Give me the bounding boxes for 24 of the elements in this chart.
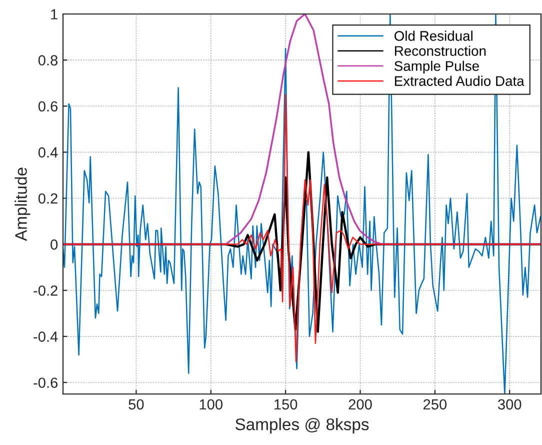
x-tick-label: 100: [200, 399, 222, 410]
y-axis-title: Amplitude: [14, 168, 30, 242]
legend-label: Extracted Audio Data: [394, 76, 524, 86]
line-series: [63, 14, 541, 394]
y-tick-label: -0.2: [34, 285, 58, 296]
line-series: [63, 151, 541, 333]
line-series: [63, 94, 541, 362]
legend-label: Old Residual: [394, 30, 472, 41]
x-axis-title: Samples @ 8ksps: [235, 418, 369, 434]
x-tick-label: 300: [498, 399, 522, 410]
y-tick-label: 1: [51, 9, 58, 20]
y-tick-label: 0.2: [38, 193, 58, 204]
y-tick-label: 0.4: [38, 147, 58, 158]
x-tick-label: 50: [128, 399, 144, 410]
x-tick-label: 200: [348, 399, 372, 410]
y-tick-label: 0: [50, 239, 58, 250]
y-tick-label: -0.4: [34, 332, 58, 342]
y-tick-label: 0.6: [38, 101, 58, 112]
legend-label: Sample Pulse: [394, 60, 479, 74]
legend-label: Reconstruction: [394, 46, 486, 56]
y-tick-label: 0.8: [38, 55, 58, 66]
x-tick-label: 150: [274, 399, 298, 410]
y-tick-label: -0.6: [34, 378, 58, 388]
x-tick-label: 250: [424, 399, 447, 410]
